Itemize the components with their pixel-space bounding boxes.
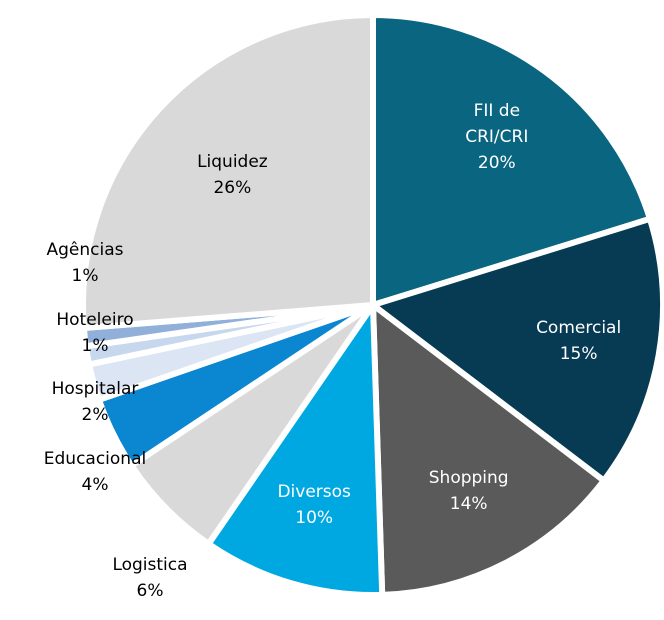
slice-label: FII de CRI/CRI 20% [452, 98, 542, 176]
value-label: 15% [559, 344, 598, 365]
value-label: 20% [477, 152, 516, 173]
pie-slice [205, 302, 386, 598]
category-label: Hoteleiro [56, 310, 134, 330]
slice-label: Hospitalar 2% [40, 376, 150, 428]
value-label: 1% [71, 266, 99, 286]
category-label: Shopping [428, 467, 509, 488]
category-label: Diversos [277, 482, 351, 503]
slice-label: Diversos 10% [269, 479, 359, 531]
category-label: Educacional [43, 449, 147, 469]
slice-label: Shopping 14% [424, 465, 514, 517]
category-label: Logistica [112, 555, 188, 575]
category-label: Hospitalar [51, 379, 139, 399]
slice-label: Educacional 4% [40, 446, 150, 498]
value-label: 6% [136, 581, 164, 601]
value-label: 14% [449, 493, 488, 514]
category-label: Comercial [536, 318, 622, 339]
category-label: FII de CRI/CRI [465, 100, 529, 147]
value-label: 2% [81, 405, 109, 425]
value-label: 26% [213, 178, 252, 199]
slice-label: Liquidez 26% [187, 149, 277, 201]
pie-slice [370, 302, 607, 598]
value-label: 10% [295, 508, 334, 529]
slice-label: Comercial 15% [534, 315, 624, 367]
pie-slice [80, 12, 376, 331]
pie-slice [370, 215, 664, 484]
pie-slice [370, 12, 653, 308]
slice-label: Agências 1% [30, 237, 140, 289]
category-label: Liquidez [197, 152, 268, 173]
value-label: 4% [81, 475, 109, 495]
category-label: Agências [46, 240, 124, 260]
slice-label: Hoteleiro 1% [40, 307, 150, 359]
value-label: 1% [81, 336, 109, 356]
slice-label: Logistica 6% [95, 552, 205, 604]
